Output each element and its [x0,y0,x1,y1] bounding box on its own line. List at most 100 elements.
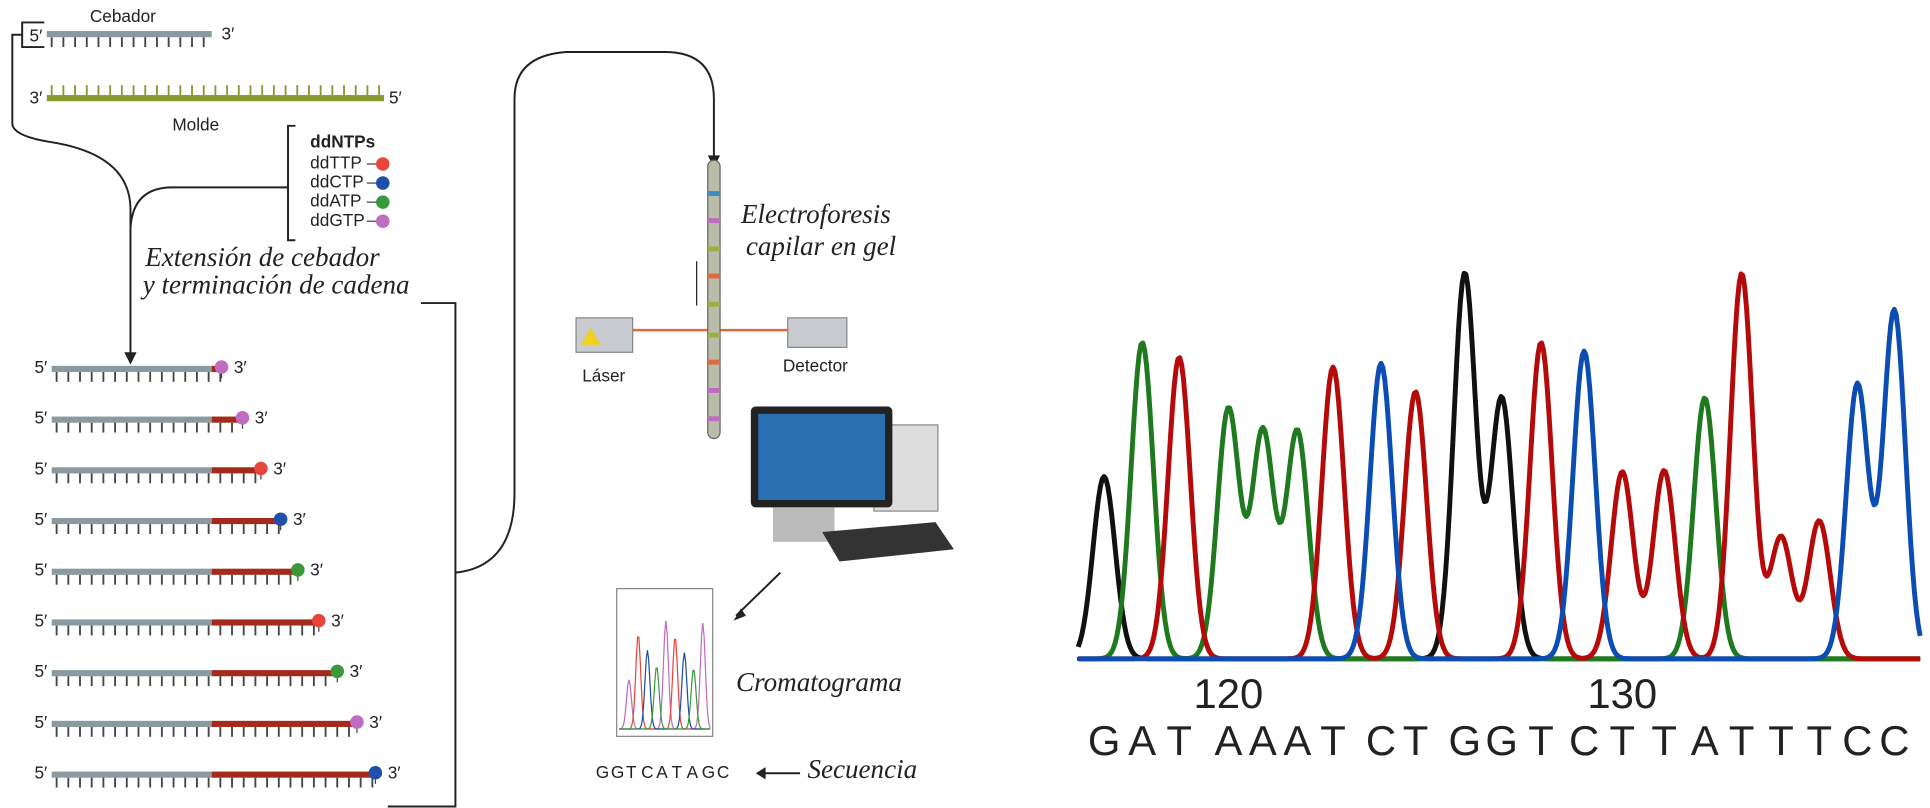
base-call: A [1249,717,1277,764]
fragment-primer [52,619,212,625]
gel-band [708,333,720,338]
sequence-letter: G [611,762,624,782]
arrow-head [734,608,746,620]
ddntp-dot [369,766,383,780]
sequence-letter: A [687,762,699,782]
base-call: G [1448,717,1481,764]
laser-label: Láser [582,365,625,385]
fragment-primer [52,467,212,473]
arrow-head [756,767,766,779]
ddntp-title: ddNTPs [310,132,375,152]
base-call: C [1842,717,1872,764]
prime-label: 3′ [234,357,247,377]
fragment-primer [52,518,212,524]
sequence-letter: C [641,762,653,782]
ddntp-dot [376,157,390,171]
base-call: T [1528,717,1554,764]
base-call: T [1729,717,1755,764]
base-call: T [1806,717,1832,764]
step-label: Extensión de cebador [144,242,380,272]
prime-label: 3′ [255,408,268,428]
prime-label: 5′ [34,661,47,681]
base-call: A [1283,717,1311,764]
diagram: Cebador 5′ 3′ Molde 3′ 5′ ddNTPs Extensi… [0,0,1930,808]
prime-label: 5′ [34,560,47,580]
prime-label: 3′ [222,23,235,43]
prime-label: 5′ [34,408,47,428]
ddntp-label: ddCTP [310,172,364,192]
prime-label: 3′ [388,763,401,783]
base-call: T [1320,717,1346,764]
gel-band [708,388,720,393]
prime-label: 3′ [310,560,323,580]
sequence-letter: G [702,762,715,782]
sequence-letter: T [671,762,682,782]
ddntp-dot [312,614,326,628]
base-call: G [1088,717,1121,764]
sequence-letter: G [596,762,609,782]
sequence-letter: C [717,762,729,782]
base-call: A [1128,717,1156,764]
ddntp-dot [376,195,390,209]
ddntp-label: ddTTP [310,153,362,173]
position-label: 130 [1587,670,1657,717]
prime-label: 5′ [34,357,47,377]
computer [751,406,954,561]
prime-label: 5′ [34,763,47,783]
ddntp-dot [350,715,364,729]
base-call: T [1651,717,1677,764]
ddntp-dot [376,214,390,228]
arrow-head [124,352,136,364]
gel-band [708,416,720,421]
step-label: y terminación de cadena [140,269,410,299]
sequence-letter: T [626,762,637,782]
fragment-extension [212,619,319,625]
ddntp-dot [236,411,250,425]
position-label: 120 [1194,670,1264,717]
prime-label: 3′ [350,661,363,681]
base-call: C [1569,717,1599,764]
gel-band [708,274,720,279]
prime-label: 5′ [389,87,402,107]
sequence-letter: A [656,762,668,782]
ddntp-label: ddGTP [310,210,365,230]
gel-band [708,302,720,307]
gel-band [708,218,720,223]
fragment-primer [52,569,212,575]
ddntp-dot [291,563,305,577]
fragment-primer [52,417,212,423]
prime-label: 3′ [30,87,43,107]
fragment-primer [52,721,212,727]
gel-band [708,191,720,196]
fragment-extension [212,467,261,473]
base-call: T [1166,717,1192,764]
ddntp-label: ddATP [310,191,361,211]
gel-band [708,360,720,365]
step-label: Electroforesis [740,199,891,229]
chromatogram-label: Cromatograma [736,667,902,697]
step-label: capilar en gel [746,231,896,261]
base-call: C [1879,717,1909,764]
prime-label: 5′ [34,610,47,630]
fragment-extension [212,772,376,778]
fragment-extension [212,518,281,524]
primer-label: Cebador [90,6,156,26]
fragment-primer [52,772,212,778]
base-call: T [1768,717,1794,764]
ddntp-dot [330,665,344,679]
fragment-primer [52,670,212,676]
base-call: G [1485,717,1518,764]
fragment-extension [212,670,338,676]
ddntp-dot [215,360,229,374]
prime-label: 3′ [273,458,286,478]
ddntp-dot [254,462,268,476]
detector-label: Detector [783,356,848,376]
fragment-primer [52,366,212,372]
base-call: A [1691,717,1719,764]
trace-curve [1078,274,1920,659]
fragment-extension [212,569,298,575]
base-call: C [1366,717,1396,764]
prime-label: 5′ [34,509,47,529]
prime-label: 5′ [34,458,47,478]
trace-curve [1078,343,1920,659]
